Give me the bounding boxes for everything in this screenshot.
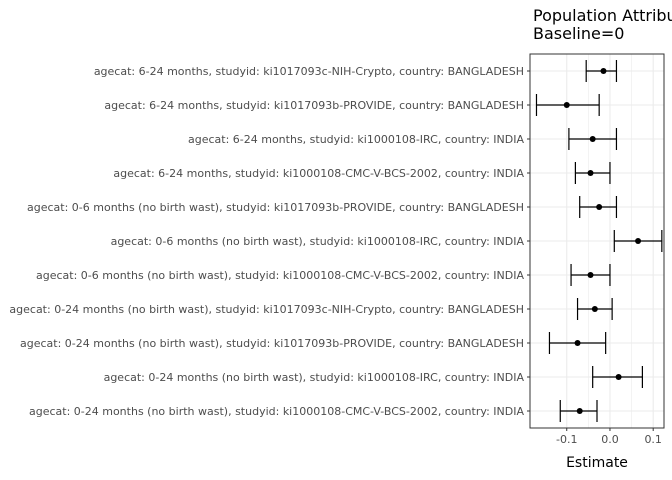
forest-row: agecat: 6-24 months, studyid: ki1000108-…	[113, 162, 611, 184]
rows: agecat: 6-24 months, studyid: ki1017093c…	[9, 60, 663, 422]
estimate-point	[587, 272, 594, 278]
x-tick-label: 0.0	[601, 433, 619, 446]
forest-row: agecat: 6-24 months, studyid: ki1000108-…	[188, 128, 618, 150]
forest-row: agecat: 0-6 months (no birth wast), stud…	[27, 196, 618, 218]
estimate-point	[635, 238, 642, 244]
x-axis: -0.1 0.0 0.1	[556, 428, 662, 446]
category-label: agecat: 0-24 months (no birth wast), stu…	[9, 303, 524, 316]
estimate-point	[615, 374, 622, 380]
estimate-point	[563, 102, 570, 108]
plot-title: Population Attributable Baseline=0	[533, 6, 672, 43]
x-axis-title: Estimate	[566, 455, 628, 471]
estimate-point	[576, 408, 583, 414]
forest-row: agecat: 6-24 months, studyid: ki1017093b…	[104, 94, 600, 116]
x-tick-label: -0.1	[556, 433, 577, 446]
title-line-1: Population Attributable	[533, 6, 672, 25]
forest-row: agecat: 0-6 months (no birth wast), stud…	[111, 230, 663, 252]
category-label: agecat: 0-24 months (no birth wast), stu…	[20, 337, 524, 350]
forest-row: agecat: 0-24 months (no birth wast), stu…	[104, 366, 643, 388]
forest-row: agecat: 6-24 months, studyid: ki1017093c…	[94, 60, 618, 82]
estimate-point	[600, 68, 607, 74]
estimate-point	[574, 340, 581, 346]
forest-row: agecat: 0-24 months (no birth wast), stu…	[20, 332, 607, 354]
category-label: agecat: 6-24 months, studyid: ki1017093b…	[104, 99, 524, 112]
category-label: agecat: 0-6 months (no birth wast), stud…	[27, 201, 524, 214]
category-label: agecat: 6-24 months, studyid: ki1017093c…	[94, 65, 524, 78]
x-tick-label: 0.1	[644, 433, 662, 446]
forest-row: agecat: 0-6 months (no birth wast), stud…	[36, 264, 611, 286]
forest-row: agecat: 0-24 months (no birth wast), stu…	[29, 400, 598, 422]
category-label: agecat: 0-24 months (no birth wast), stu…	[104, 371, 525, 384]
estimate-point	[587, 170, 594, 176]
estimate-point	[589, 136, 596, 142]
forest-row: agecat: 0-24 months (no birth wast), stu…	[9, 298, 613, 320]
category-label: agecat: 6-24 months, studyid: ki1000108-…	[188, 133, 524, 146]
category-label: agecat: 6-24 months, studyid: ki1000108-…	[113, 167, 524, 180]
category-label: agecat: 0-6 months (no birth wast), stud…	[36, 269, 524, 282]
category-label: agecat: 0-24 months (no birth wast), stu…	[29, 405, 524, 418]
estimate-point	[591, 306, 598, 312]
category-label: agecat: 0-6 months (no birth wast), stud…	[111, 235, 525, 248]
estimate-point	[596, 204, 603, 210]
title-line-2: Baseline=0	[533, 24, 624, 43]
